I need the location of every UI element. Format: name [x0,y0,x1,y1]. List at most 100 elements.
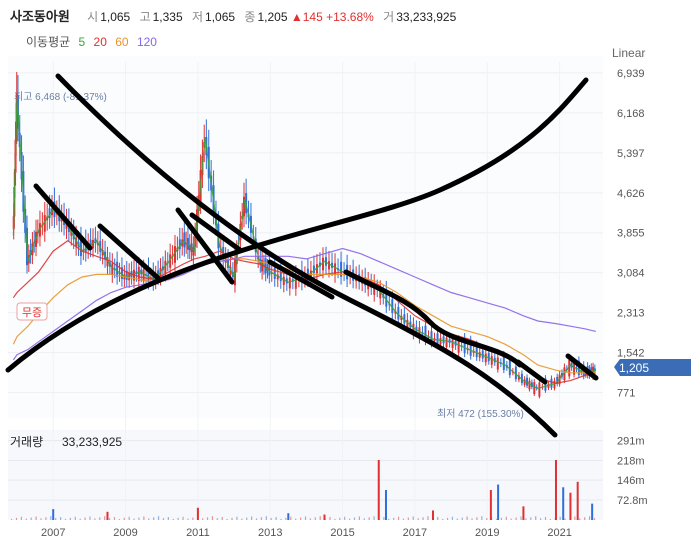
volume-bar [133,518,135,520]
volume-bar [348,518,351,520]
volume-bar [471,518,473,520]
candle-body [523,379,526,385]
candle-body [128,272,131,281]
volume-bar [79,518,81,520]
candle-body [186,237,189,250]
volume-bar [192,517,194,520]
candle-body [544,378,547,391]
volume-bar [339,517,341,520]
volume-bar [206,517,209,520]
price-tick-label: 5,397 [617,148,645,160]
volume-bar [148,518,150,520]
volume-bar [202,518,204,520]
volume-bar [588,516,591,520]
time-tick-label: 2011 [186,527,210,539]
volume-bar [300,517,302,520]
volume-bar [562,487,565,520]
candle-body [142,269,145,282]
time-tick-label: 2009 [113,527,137,539]
volume-bar [393,517,395,520]
candle-body [294,274,297,289]
volume-bar [329,517,331,520]
volume-bar [309,518,311,520]
candle-body [373,283,376,295]
volume-panel-value: 33,233,925 [62,435,122,449]
volume-bars [11,460,596,520]
volume-bar [593,518,596,520]
volume-bar [407,517,409,520]
candle-body [463,338,466,354]
volume-bar [489,490,492,520]
ma-line-120 [12,247,596,361]
volume-bar [196,507,199,520]
volume-panel-bg [8,430,603,520]
candle-body [469,341,472,356]
candle-body [340,261,343,277]
candle-body [478,352,481,358]
candle-body [442,336,445,344]
volume-bar [94,518,96,520]
volume-axis: 291m 218m 146m 72.8m [617,436,648,508]
volume-bar [187,518,189,520]
rights-badge-label: 무증 [22,307,42,319]
candle-body [514,366,517,380]
current-price-tag: 1,205 [614,359,691,376]
volume-bar [211,516,214,520]
candle-body [397,307,400,320]
candle-body [38,223,41,237]
candle-body [475,345,478,358]
volume-bar [344,516,346,520]
volume-bar [157,516,160,520]
volume-bar [417,518,419,520]
candle-body [276,274,279,280]
scale-mode-button[interactable]: Linear [612,46,646,60]
volume-bar [549,518,552,520]
candle-body [192,247,195,256]
volume-bar [99,517,101,520]
volume-bar [106,511,109,520]
current-price-value: 1,205 [619,361,649,375]
candle-body [391,299,394,314]
candle-body [490,356,493,365]
candle-body [111,263,114,275]
candle-body [577,360,580,376]
low-annotation: 최저 472 (155.30%) [437,408,524,420]
candle-body [125,270,128,280]
volume-bar [153,517,155,520]
candle-body [563,367,566,381]
candle-body [164,260,167,274]
volume-bar [182,516,184,520]
volume-bar [287,513,290,520]
candle-body [282,276,285,285]
volume-bar [432,510,434,520]
candle-body [315,264,318,274]
volume-bar [554,460,557,520]
candle-body [312,265,315,273]
candle-body [169,254,172,268]
volume-bar [138,517,140,520]
volume-bar [25,518,27,520]
price-tick-label: 1,542 [617,348,645,360]
volume-bar [422,517,424,520]
volume-bar [55,518,57,520]
volume-bar [522,506,525,520]
volume-bar [412,516,414,520]
volume-bar [397,516,400,520]
volume-bar [236,516,238,520]
volume-bar [74,516,76,520]
volume-bar [451,516,454,520]
candle-body [75,237,78,247]
time-axis: 2007 2009 2011 2013 2015 2017 2019 2021 [41,527,572,539]
price-tick-label: 6,168 [617,108,645,120]
candle-body [403,314,406,324]
volume-bar [30,517,32,520]
volume-tick-label: 146m [617,475,645,487]
moving-average-legend[interactable]: 이동평균 5 20 60 120 [26,33,162,50]
volume-bar [241,518,243,520]
volume-bar [11,518,13,520]
stock-header: 사조동아원 시 1,065 고 1,335 저 1,065 종 1,205 ▲145 +… [10,6,456,25]
volume-bar [52,509,55,520]
volume-bar [226,518,228,520]
volume-bar [591,503,594,520]
